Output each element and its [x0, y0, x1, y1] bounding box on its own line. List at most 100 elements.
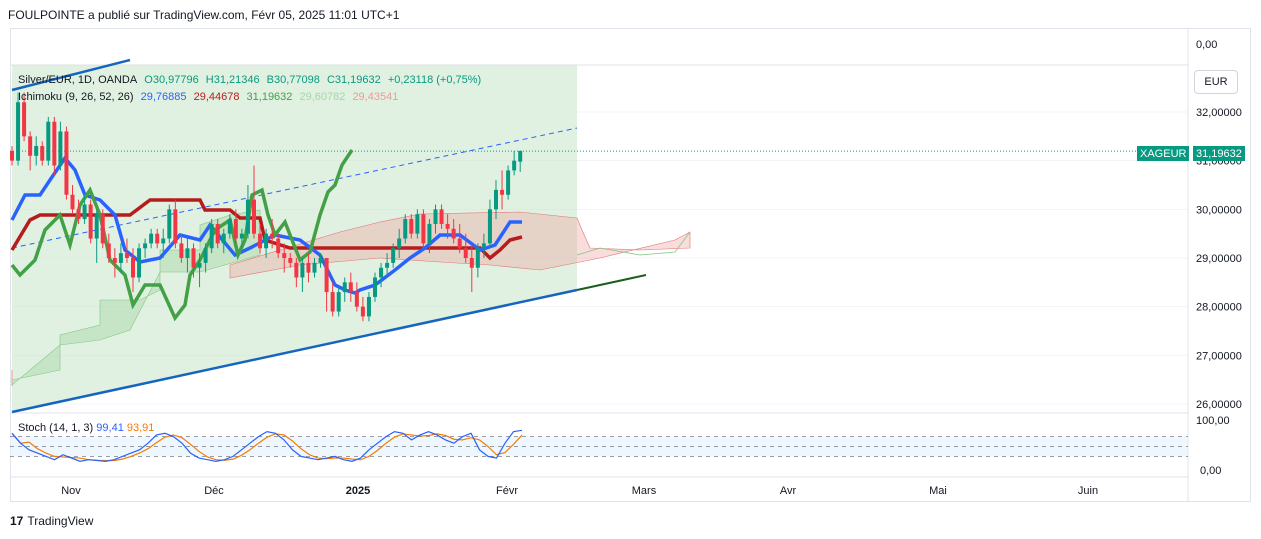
candle-body [94, 214, 99, 239]
candle-body [373, 277, 377, 297]
channel-lower-line [11, 288, 578, 414]
channel-projection-line [576, 274, 647, 291]
stoch-k-line [11, 429, 523, 462]
candle-body [433, 209, 438, 224]
candle-body [342, 282, 347, 293]
candle-body [445, 223, 450, 229]
candle-body [403, 219, 408, 239]
time-tick-label: Mai [929, 485, 947, 497]
candle-body [258, 233, 263, 249]
candle-body [185, 248, 190, 259]
footer-brand[interactable]: TradingView [27, 514, 94, 528]
candle-body [506, 170, 511, 195]
candle-body [300, 262, 305, 278]
candle-body [312, 262, 317, 273]
candle-body [282, 253, 287, 259]
candle [306, 253, 311, 283]
candle-body [324, 258, 329, 293]
ichimoku-label[interactable]: Ichimoku (9, 26, 52, 26) [18, 91, 134, 103]
candle-body [155, 233, 160, 244]
candle [336, 287, 341, 317]
time-tick-label: Déc [204, 485, 224, 497]
candle [366, 292, 371, 322]
legend-high: H31,21346 [205, 74, 260, 86]
candle-body [215, 223, 220, 244]
ichimoku-chikou-value: 31,19632 [246, 91, 293, 103]
candle [227, 214, 232, 239]
candle [10, 146, 14, 166]
candle-body [457, 238, 462, 249]
candle [385, 253, 390, 278]
candle [288, 253, 293, 268]
candle [124, 238, 129, 263]
candle-body [385, 262, 390, 268]
legend-symbol[interactable]: Silver/EUR, 1D, OANDA [18, 74, 138, 86]
stoch-label[interactable]: Stoch (14, 1, 3) [18, 422, 94, 434]
candle [500, 170, 505, 210]
candle [245, 185, 250, 239]
candle [137, 243, 142, 283]
trend-dashed-line [11, 127, 578, 249]
candle-body [360, 306, 365, 317]
candle-body [233, 219, 238, 239]
candle [469, 243, 474, 293]
candle-body [203, 248, 208, 263]
stoch-d-value: 93,91 [126, 422, 155, 434]
candle-body [518, 150, 523, 162]
candle [481, 233, 486, 259]
candle [34, 136, 39, 166]
candle [203, 243, 208, 273]
candle-body [379, 267, 384, 278]
candle-body [227, 219, 232, 234]
candle [185, 238, 190, 273]
price-tick-label: 28,00000 [1196, 302, 1242, 314]
candle [76, 199, 81, 224]
candle [149, 228, 154, 249]
candle [475, 243, 480, 278]
candle [22, 92, 27, 142]
candle-body [10, 150, 14, 161]
chart-frame [10, 28, 1251, 502]
last-price-badge: 31,19632 [1193, 146, 1245, 161]
candle-body [16, 102, 21, 161]
candle [16, 92, 21, 166]
candle-body [245, 199, 250, 234]
candle [64, 126, 69, 200]
price-tick-label: 29,00000 [1196, 253, 1242, 265]
candle-body [112, 258, 117, 263]
candle [427, 219, 432, 254]
candle [282, 243, 287, 273]
candle [433, 204, 438, 234]
candle [94, 209, 99, 263]
legend-open: O30,97796 [144, 74, 199, 86]
candle [300, 258, 305, 293]
time-tick-label: Févr [496, 485, 518, 497]
candle [415, 209, 420, 239]
candle [215, 219, 220, 249]
candle-body [469, 258, 474, 268]
tradingview-logo-icon: 17 [10, 514, 24, 528]
candle [161, 228, 166, 259]
price-tick-label: 32,00000 [1196, 107, 1242, 119]
candle-body [239, 233, 244, 239]
candle [82, 194, 87, 224]
candle [421, 209, 426, 249]
ichimoku-senkou-b-value: 29,43541 [352, 91, 399, 103]
candle-body [82, 204, 87, 220]
candle [173, 199, 178, 249]
candle [457, 223, 462, 254]
candle-body [264, 233, 269, 249]
candle [58, 121, 63, 171]
candle-body [100, 214, 105, 244]
candle-body [34, 146, 39, 156]
currency-button[interactable]: EUR [1194, 70, 1238, 94]
candle-body [336, 292, 341, 312]
candle [463, 233, 468, 263]
candle-body [221, 233, 226, 244]
candle-body [415, 214, 420, 234]
candle-body [137, 248, 142, 278]
candle-body [161, 238, 166, 244]
candle [518, 150, 523, 172]
candle-body [191, 248, 196, 268]
